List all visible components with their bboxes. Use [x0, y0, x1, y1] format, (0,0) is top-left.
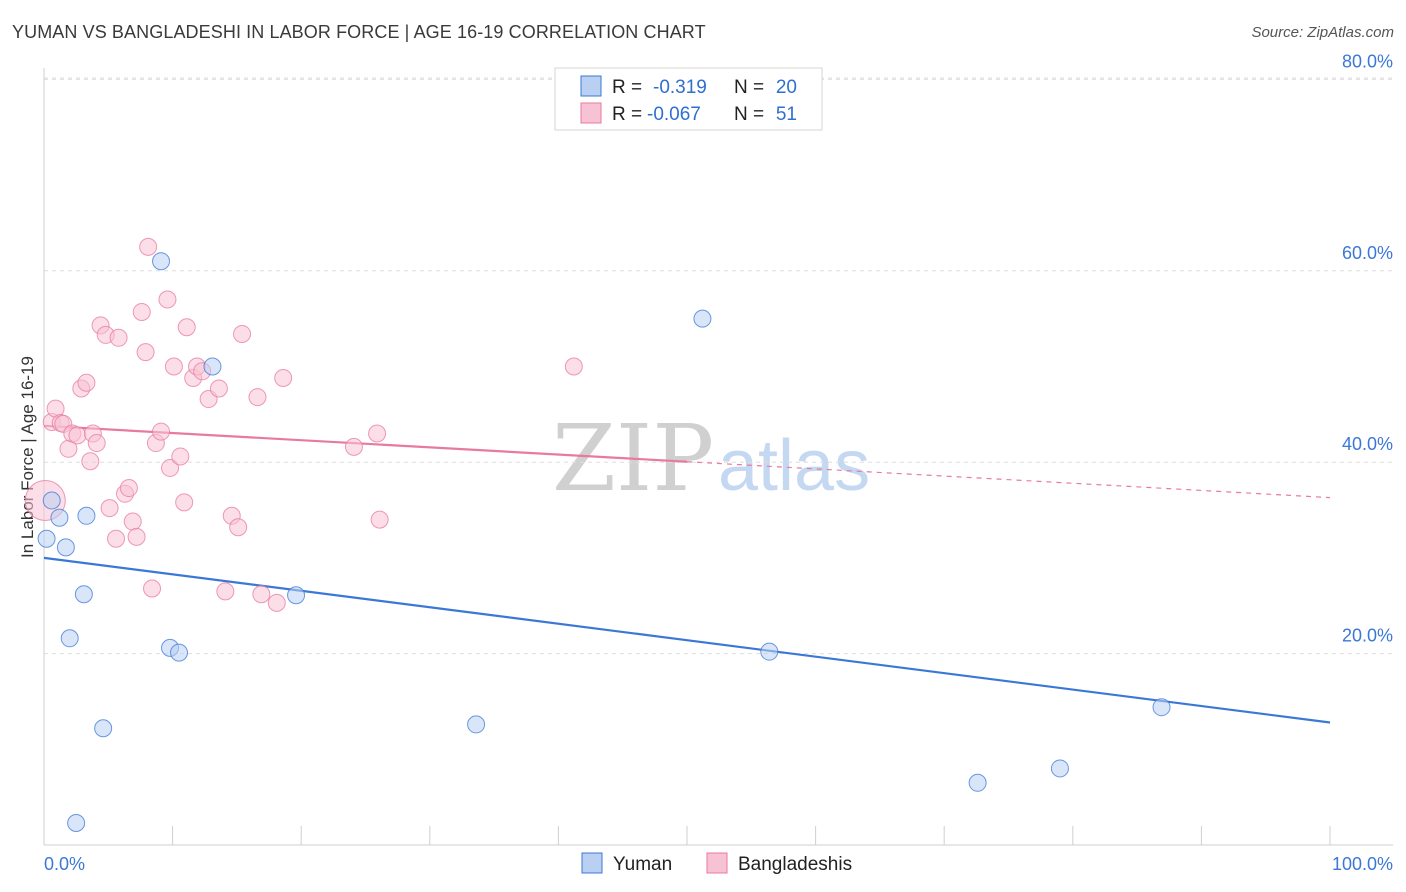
trend-lines — [43, 424, 1331, 724]
legend-r-value-yuman: -0.319 — [653, 77, 707, 98]
point-bangladeshis-20 — [123, 512, 142, 531]
point-yuman-14 — [467, 715, 486, 734]
y-tick-label-0: 20.0% — [1342, 626, 1393, 646]
point-bangladeshis-10 — [81, 452, 100, 471]
point-yuman-19 — [1152, 698, 1171, 717]
point-bangladeshis-7 — [68, 426, 87, 445]
point-bangladeshis-16 — [107, 529, 126, 548]
point-yuman-9 — [152, 252, 171, 271]
point-bangladeshis-45 — [267, 593, 286, 612]
point-bangladeshis-23 — [136, 343, 155, 362]
legend-swatch-yuman — [580, 75, 602, 97]
point-bangladeshis-43 — [248, 388, 267, 407]
data-points — [24, 237, 1171, 832]
point-bangladeshis-22 — [132, 302, 151, 321]
trend-line-dashed-1 — [686, 461, 1331, 499]
point-bangladeshis-46 — [274, 368, 293, 387]
point-bangladeshis-9 — [77, 373, 96, 392]
chart-source: Source: ZipAtlas.com — [1251, 24, 1394, 41]
point-yuman-1 — [42, 491, 61, 510]
watermark: ZIP atlas — [552, 405, 870, 512]
point-bangladeshis-38 — [209, 379, 228, 398]
point-yuman-13 — [287, 586, 306, 605]
series-legend-swatch-yuman — [581, 852, 603, 874]
point-bangladeshis-47 — [344, 437, 363, 456]
point-bangladeshis-29 — [161, 458, 180, 477]
point-bangladeshis-32 — [175, 493, 194, 512]
point-bangladeshis-25 — [143, 579, 162, 598]
series-legend-label-yuman: Yuman — [613, 854, 672, 875]
point-yuman-15 — [693, 309, 712, 328]
point-bangladeshis-48 — [368, 424, 387, 443]
legend-n-label-bangladeshis: N = — [734, 104, 764, 125]
point-yuman-11 — [170, 643, 189, 662]
point-bangladeshis-30 — [164, 357, 183, 376]
point-bangladeshis-42 — [233, 324, 252, 343]
point-bangladeshis-44 — [252, 585, 271, 604]
point-bangladeshis-39 — [216, 582, 235, 601]
legend-n-value-bangladeshis: 51 — [776, 104, 797, 125]
point-bangladeshis-41 — [229, 518, 248, 537]
gridlines — [44, 77, 1393, 655]
y-tick-labels: 20.0% 40.0% 60.0% 80.0% — [1342, 51, 1393, 645]
point-bangladeshis-50 — [564, 357, 583, 376]
legend-swatch-bangladeshis — [580, 102, 602, 124]
point-yuman-18 — [1050, 759, 1069, 778]
point-bangladeshis-21 — [127, 527, 146, 546]
point-bangladeshis-19 — [119, 479, 138, 498]
series-legend-swatch-bangladeshis — [706, 852, 728, 874]
trend-line-1 — [43, 424, 688, 463]
point-yuman-7 — [77, 506, 96, 525]
legend-r-label-yuman: R = — [612, 77, 642, 98]
point-yuman-5 — [67, 813, 86, 832]
point-yuman-4 — [60, 629, 79, 648]
point-bangladeshis-17 — [109, 328, 128, 347]
legend-r-label-bangladeshis: R = — [612, 104, 642, 125]
point-bangladeshis-49 — [370, 510, 389, 529]
point-yuman-12 — [203, 357, 222, 376]
y-tick-label-1: 40.0% — [1342, 434, 1393, 454]
point-bangladeshis-31 — [171, 447, 190, 466]
point-yuman-8 — [94, 719, 113, 738]
point-bangladeshis-12 — [87, 434, 106, 453]
axes — [43, 68, 1393, 846]
watermark-atlas: atlas — [718, 426, 870, 506]
legend-n-label-yuman: N = — [734, 77, 764, 98]
chart-title: YUMAN VS BANGLADESHI IN LABOR FORCE | AG… — [12, 22, 706, 42]
series-legend: Yuman Bangladeshis — [581, 852, 852, 875]
point-yuman-6 — [74, 585, 93, 604]
point-yuman-2 — [50, 508, 69, 527]
point-yuman-0 — [37, 529, 56, 548]
point-bangladeshis-24 — [139, 237, 158, 256]
point-yuman-17 — [968, 773, 987, 792]
y-axis-label: In Labor Force | Age 16-19 — [18, 356, 37, 558]
x-tick-label-max: 100.0% — [1332, 854, 1393, 874]
point-yuman-3 — [56, 538, 75, 557]
y-tick-label-2: 60.0% — [1342, 243, 1393, 263]
point-bangladeshis-33 — [177, 318, 196, 337]
y-tick-label-3: 80.0% — [1342, 51, 1393, 71]
legend-r-value-bangladeshis: -0.067 — [647, 104, 701, 125]
point-bangladeshis-15 — [100, 499, 119, 518]
point-bangladeshis-28 — [158, 290, 177, 309]
point-bangladeshis-27 — [152, 422, 171, 441]
point-yuman-16 — [760, 642, 779, 661]
legend-n-value-yuman: 20 — [776, 77, 797, 98]
trend-line-0 — [43, 556, 1331, 724]
series-legend-label-bangladeshis: Bangladeshis — [738, 854, 852, 875]
x-tick-label-min: 0.0% — [44, 854, 85, 874]
stats-legend: R = -0.319 N = 20 R = -0.067 N = 51 — [554, 67, 823, 131]
